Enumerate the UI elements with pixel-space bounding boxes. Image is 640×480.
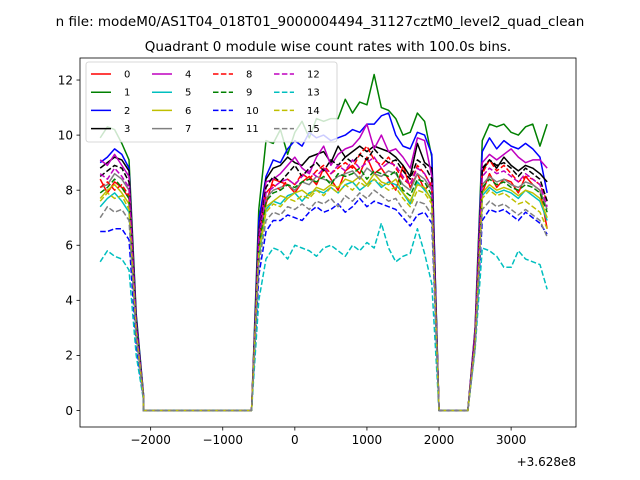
y-tick-label: 8 (65, 183, 73, 197)
y-tick-label: 10 (58, 128, 73, 142)
legend-label-8: 8 (246, 70, 252, 81)
legend-label-3: 3 (124, 124, 130, 135)
x-tick-label: 2000 (424, 433, 455, 447)
legend-label-13: 13 (307, 88, 320, 99)
legend-label-6: 6 (185, 106, 191, 117)
x-tick-label: 1000 (352, 433, 383, 447)
y-tick-label: 4 (65, 294, 73, 308)
legend-label-7: 7 (185, 124, 191, 135)
legend-label-10: 10 (246, 106, 259, 117)
legend-box (85, 61, 338, 143)
plot-frame (79, 57, 577, 428)
legend-label-11: 11 (246, 124, 259, 135)
x-offset-label: +3.628e8 (517, 455, 576, 469)
legend-label-2: 2 (124, 106, 130, 117)
legend-label-1: 1 (124, 88, 130, 99)
x-tick-label: 0 (291, 433, 299, 447)
y-tick-label: 2 (65, 349, 73, 363)
chart-title-line1: n file: modeM0/AS1T04_018T01_9000004494_… (56, 14, 585, 30)
legend-label-14: 14 (307, 106, 320, 117)
legend-label-15: 15 (307, 124, 320, 135)
series-line-14 (99, 178, 548, 412)
y-tick-label: 0 (65, 404, 73, 418)
legend-label-9: 9 (246, 88, 252, 99)
legend-label-12: 12 (307, 70, 320, 81)
legend-label-4: 4 (185, 70, 191, 81)
legend-label-5: 5 (185, 88, 191, 99)
x-tick-label: −1000 (202, 433, 243, 447)
legend-label-0: 0 (124, 70, 130, 81)
x-tick-label: 3000 (496, 433, 527, 447)
y-tick-label: 6 (65, 239, 73, 253)
x-tick-label: −2000 (130, 433, 171, 447)
chart-title-line2: Quadrant 0 module wise count rates with … (145, 39, 511, 55)
series-layer (99, 73, 548, 412)
y-tick-label: 12 (58, 73, 73, 87)
series-line-15 (99, 189, 548, 412)
